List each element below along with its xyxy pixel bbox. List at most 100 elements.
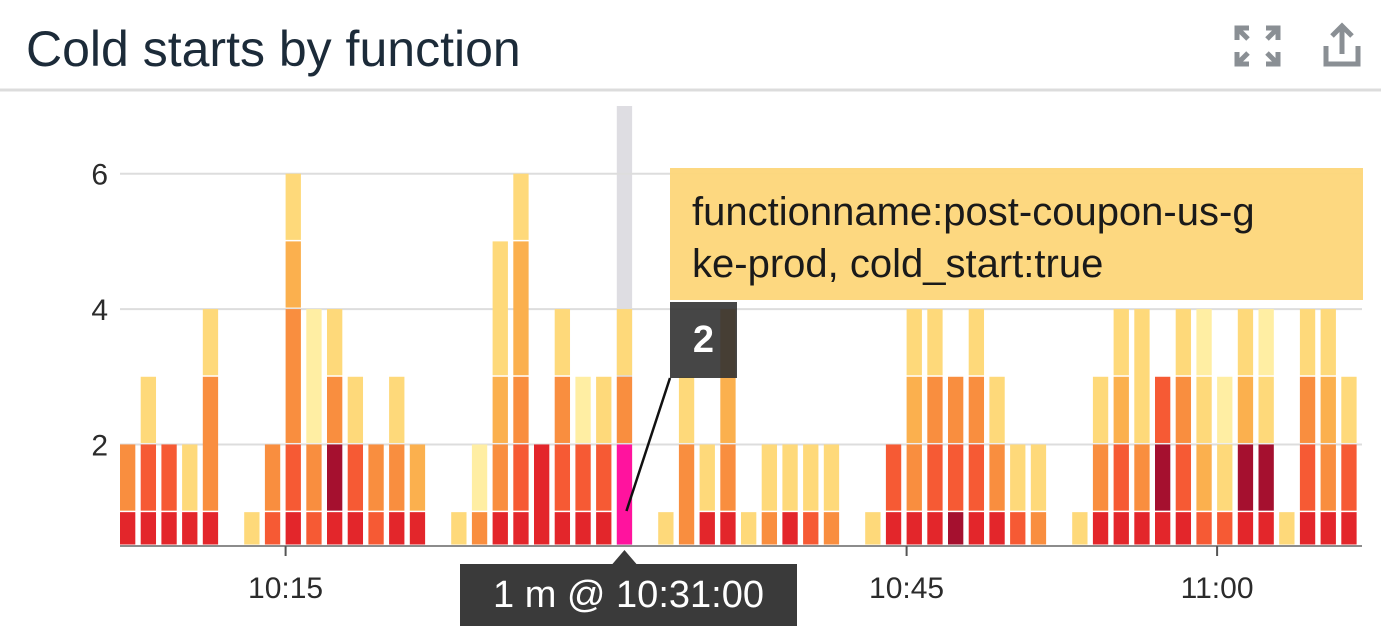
bar-segment	[554, 512, 571, 545]
bar-segment	[823, 444, 840, 511]
bar-segment	[885, 512, 902, 545]
expand-arrow	[1265, 51, 1281, 67]
bar-segment	[1341, 444, 1357, 511]
bar-segment	[1175, 444, 1192, 511]
bar-segment	[1258, 512, 1274, 545]
bar-segment	[1258, 309, 1274, 376]
bar-segment	[120, 444, 136, 511]
bar-segment	[596, 512, 612, 545]
bar-segment	[1217, 376, 1233, 443]
bar-segment	[1217, 444, 1233, 511]
bar-segment	[347, 376, 364, 443]
bar-segment	[368, 444, 384, 511]
bar-segment	[202, 309, 219, 376]
bar-segment	[1320, 309, 1336, 376]
bar-segment	[244, 512, 260, 545]
bar-segment	[1258, 444, 1274, 511]
bar-segment	[513, 376, 529, 443]
bar-segment	[1196, 444, 1212, 511]
bar-segment	[803, 512, 819, 545]
bar-segment	[1113, 444, 1129, 511]
bar-segment	[389, 444, 405, 511]
bar-segment	[1030, 512, 1047, 545]
share-arrow	[1330, 22, 1354, 54]
bar-segment	[513, 241, 529, 376]
bar-segment	[1341, 512, 1357, 545]
bar-segment	[741, 512, 757, 545]
bar-segment	[492, 241, 508, 376]
bar-segment	[451, 512, 467, 545]
bar-segment	[782, 512, 798, 545]
bar-segment	[1155, 444, 1171, 511]
bar-segment	[1320, 376, 1336, 443]
bar-segment	[616, 309, 633, 376]
bar-segment	[1155, 512, 1171, 545]
bar-segment	[989, 376, 1005, 443]
share-tray	[1323, 46, 1361, 67]
bar-segment	[1113, 376, 1129, 443]
bar-segment	[285, 309, 301, 443]
x-tick-label: 10:15	[248, 572, 323, 605]
bar-segment	[803, 444, 819, 511]
bar-segment	[1030, 444, 1047, 511]
bar-segment	[906, 376, 922, 443]
bar-segment	[927, 309, 943, 376]
bar-segment	[534, 444, 550, 545]
bar-segment	[1299, 309, 1316, 376]
bar-segment	[471, 512, 488, 545]
bar-segment	[968, 376, 985, 443]
bar-segment	[1320, 512, 1336, 545]
bar-segment	[865, 512, 881, 545]
bar-segment	[285, 444, 301, 511]
bar-segment	[409, 444, 426, 511]
bar-segment	[761, 512, 778, 545]
bar-segment	[885, 444, 902, 511]
bar-segment	[327, 444, 343, 511]
bar-segment	[327, 512, 343, 545]
bar-segment	[968, 512, 985, 545]
bar-segment	[1113, 512, 1129, 545]
bar-segment	[1258, 376, 1274, 443]
bar-segment	[306, 444, 322, 511]
expand-icon[interactable]	[1234, 25, 1281, 67]
bar-segment	[906, 512, 922, 545]
bar-segment	[1299, 376, 1316, 443]
bar-segment	[554, 376, 571, 443]
bar-segment	[285, 512, 301, 545]
expand-arrow	[1234, 25, 1250, 41]
bar-segment	[140, 376, 157, 443]
bar-segment	[513, 444, 529, 511]
bar-segment	[823, 512, 840, 545]
bar-segment	[906, 309, 922, 376]
bar-segment	[1196, 376, 1212, 443]
bar-segment	[1010, 512, 1026, 545]
bar-segment	[513, 512, 529, 545]
bar-segment	[554, 309, 571, 376]
bar-segment	[1134, 444, 1150, 511]
bar-segment	[264, 444, 281, 511]
y-tick-label: 6	[91, 159, 108, 192]
bar-segment	[513, 173, 529, 240]
bar-segment	[492, 376, 508, 443]
bar-segment	[264, 512, 281, 545]
bar-segment	[596, 376, 612, 443]
bar-segment	[161, 444, 177, 511]
bar-segment	[948, 512, 964, 545]
x-tick-label: 11:00	[1181, 572, 1254, 605]
bar-segment	[1092, 512, 1109, 545]
bar-segment	[720, 444, 736, 511]
y-tick-label: 2	[91, 429, 108, 462]
bar-segment	[1010, 444, 1026, 511]
share-icon[interactable]	[1323, 22, 1361, 67]
bar-segment	[285, 241, 301, 308]
bar-segment	[678, 444, 695, 545]
bar-segment	[761, 444, 778, 511]
bar-segment	[1196, 512, 1212, 545]
bar-segment	[948, 444, 964, 511]
bar-segment	[492, 444, 508, 511]
bar-segment	[968, 309, 985, 376]
expand-arrow	[1234, 51, 1250, 67]
bar-segment	[182, 512, 198, 545]
bar-segment	[1237, 376, 1254, 443]
bar-segment	[347, 444, 364, 511]
